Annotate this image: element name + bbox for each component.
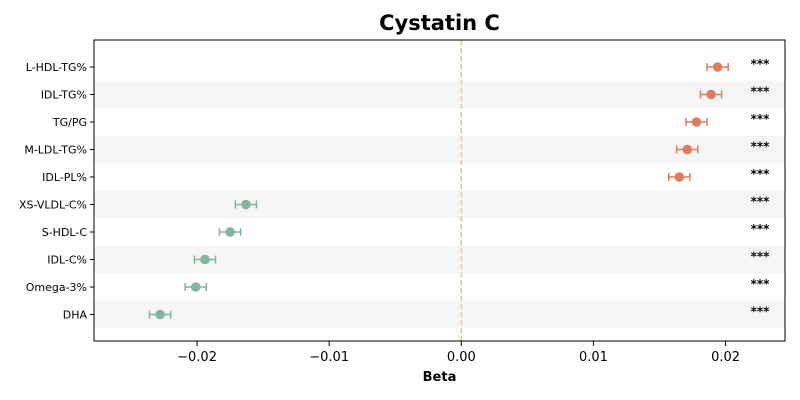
significance-label: *** [751,167,771,181]
beta-point [200,254,210,265]
x-axis-label: Beta [423,370,457,385]
x-tick-label: 0.01 [579,350,608,365]
significance-label: *** [751,140,771,154]
y-tick-label: L-HDL-TG% [26,61,87,74]
forest-row-4 [667,172,691,182]
y-tick-label: S-HDL-C [42,226,88,239]
plot-frame [93,39,786,342]
beta-point [682,144,693,155]
chart-title: Cystatin C [379,11,500,35]
beta-point [712,62,723,72]
significance-label: *** [751,112,771,126]
significance-label: *** [751,277,771,291]
forest-row-1 [699,89,723,100]
forest-row-6 [218,227,242,237]
beta-point [190,282,201,292]
forest-row-7 [193,254,217,265]
data-marks [148,62,729,320]
forest-row-0 [706,62,729,72]
forest-row-9 [148,309,172,320]
row-shade [94,80,785,109]
beta-point [241,199,251,210]
x-tick-label: −0.02 [177,350,217,365]
y-tick-label: Omega-3% [26,281,87,294]
y-axis: L-HDL-TG% IDL-TG% TG/PG M-LDL-TG% IDL-PL% XS-… [19,61,94,322]
y-tick-label: IDL-PL% [42,171,87,184]
forest-row-8 [184,282,208,292]
x-axis: −0.02 −0.01 0.00 0.01 0.02 [177,341,740,365]
significance-label: *** [751,85,771,99]
x-tick-label: 0.00 [447,350,476,365]
y-tick-label: XS-VLDL-C% [19,199,87,212]
y-tick-label: TG/PG [52,116,87,129]
y-tick-label: IDL-TG% [41,89,87,102]
row-shading [94,80,785,329]
significance-label: *** [751,250,771,264]
beta-point [691,117,702,127]
y-tick-label: M-LDL-TG% [24,144,87,157]
x-tick-label: 0.02 [711,350,740,365]
forest-row-2 [685,117,708,127]
row-shade [94,135,785,164]
significance-label: *** [751,195,771,209]
y-tick-label: IDL-C% [47,254,87,267]
y-tick-label: DHA [63,309,88,322]
significance-label: *** [751,57,771,71]
significance-label: *** [751,305,771,319]
row-shade [94,300,785,329]
beta-point [674,172,685,182]
beta-point [225,227,235,237]
significance-label: *** [751,222,771,236]
beta-point [155,309,165,320]
x-tick-label: −0.01 [309,350,349,365]
row-shade [94,190,785,219]
significance-labels: *** *** *** *** *** *** *** *** *** *** [751,57,771,319]
beta-point [706,89,716,100]
forest-row-5 [234,199,258,210]
forest-row-3 [675,144,699,155]
